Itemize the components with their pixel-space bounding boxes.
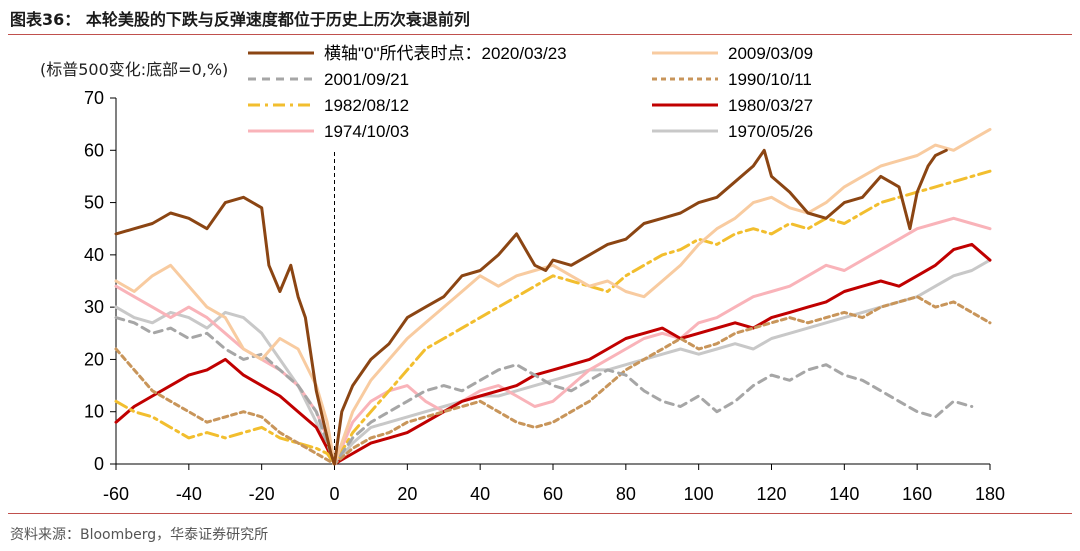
x-tick-label: 140 [829, 484, 859, 504]
y-tick-label: 60 [84, 140, 104, 160]
x-tick-label: 0 [329, 484, 339, 504]
series-line-7 [114, 258, 992, 466]
top-rule [8, 34, 1072, 35]
series-line-6 [114, 216, 992, 466]
y-tick-label: 20 [84, 349, 104, 369]
legend-label-4: 1982/08/12 [324, 96, 409, 115]
x-tick-label: 100 [684, 484, 714, 504]
legend-label-5: 1980/03/27 [728, 96, 813, 115]
y-tick-label: 0 [94, 454, 104, 474]
y-tick-label: 30 [84, 297, 104, 317]
source-note: 资料来源：Bloomberg，华泰证券研究所 [10, 527, 269, 543]
legend-label-7: 1970/05/26 [728, 122, 813, 141]
x-tick-label: 40 [470, 484, 490, 504]
legend-label-1: 2009/03/09 [728, 44, 813, 63]
x-tick-label: 160 [902, 484, 932, 504]
legend-label-3: 1990/10/11 [728, 70, 812, 89]
series-line-3 [114, 295, 992, 466]
series-line-1 [114, 127, 992, 466]
x-tick-label: -40 [176, 484, 202, 504]
series-line-4 [114, 169, 992, 466]
y-tick-label: 10 [84, 402, 104, 422]
legend-label-0: 横轴"0"所代表时点：2020/03/23 [324, 44, 567, 63]
y-tick-label: 70 [84, 88, 104, 108]
chart-axes: 0 10 20 30 40 50 60 70 -60 -40 -20 0 20 40 60 80 100 120 1… [84, 88, 1005, 504]
x-tick-label: 120 [756, 484, 786, 504]
legend-label-6: 1974/10/03 [324, 122, 409, 141]
x-tick-label: 20 [397, 484, 417, 504]
unit-note: (标普500变化:底部=0,%) [40, 60, 229, 79]
x-tick-label: 180 [975, 484, 1005, 504]
legend-label-2: 2001/09/21 [324, 70, 409, 89]
figure-title: 图表36： 本轮美股的下跌与反弹速度都位于历史上历次衰退前列 [10, 10, 470, 29]
x-tick-label: -20 [249, 484, 275, 504]
series-layer [114, 127, 992, 466]
x-tick-label: 80 [616, 484, 636, 504]
y-tick-label: 50 [84, 193, 104, 213]
chart-legend: 横轴"0"所代表时点：2020/03/23 2009/03/09 2001/09/2… [248, 44, 813, 141]
y-tick-label: 40 [84, 245, 104, 265]
x-tick-label: -60 [103, 484, 129, 504]
x-tick-label: 60 [543, 484, 563, 504]
series-line-2 [114, 316, 974, 466]
series-line-5 [114, 242, 992, 466]
bottom-rule [8, 513, 1072, 514]
series-line-0 [114, 148, 948, 466]
